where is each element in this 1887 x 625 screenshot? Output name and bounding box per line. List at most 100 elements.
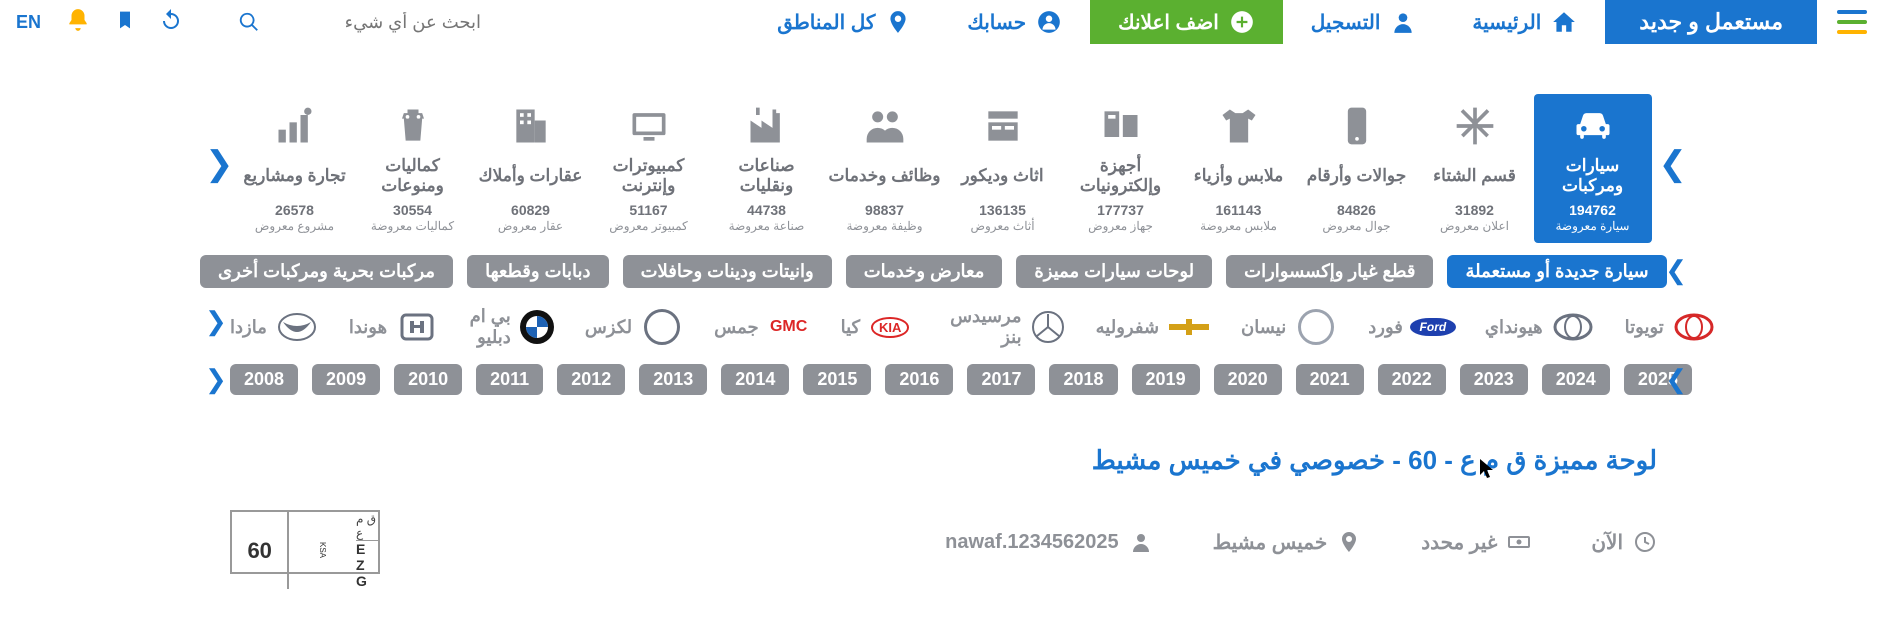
brand-row: ❮ تويوتا هيونداي Fordفورد نيسان شفروليه مرسيد… [0,288,1887,348]
year-pill[interactable]: 2009 [312,364,380,395]
subcat-next-icon[interactable]: ❯ [1665,255,1687,286]
category-title: صناعات ونقليات [710,156,824,196]
category-title: أجهزة وإلكترونيات [1064,156,1178,196]
brand-item[interactable]: Fordفورد [1368,306,1455,348]
brand-item[interactable]: هيونداي [1485,306,1595,348]
year-pill[interactable]: 2010 [394,364,462,395]
brand-item[interactable]: تويوتا [1625,306,1716,348]
year-pill[interactable]: 2016 [885,364,953,395]
category-title: عقارات وأملاك [474,156,588,196]
year-pill[interactable]: 2024 [1542,364,1610,395]
top-navbar: EN مستعمل و جديد الرئيسية التسجيل [0,0,1887,44]
category-accs[interactable]: كماليات ومنوعات 30554 كماليات معروضة [354,94,472,243]
year-pill[interactable]: 2014 [721,364,789,395]
year-pill[interactable]: 2019 [1132,364,1200,395]
subcategory-pill[interactable]: قطع غيار وإكسسوارات [1226,255,1433,288]
year-pill[interactable]: 2017 [967,364,1035,395]
year-pill[interactable]: 2015 [803,364,871,395]
category-unit: كمبيوتر معروض [592,219,706,233]
year-pill[interactable]: 2008 [230,364,298,395]
nav-register[interactable]: التسجيل [1283,0,1445,44]
brand-item[interactable]: بي ام دبليو [469,306,555,348]
brand-logo-icon [1294,312,1338,342]
subcategory-pill[interactable]: دبابات وقطعها [467,255,608,288]
year-pill[interactable]: 2018 [1049,364,1117,395]
nav-post-ad[interactable]: اضف اعلانك [1090,0,1283,44]
brand-name: هوندا [349,317,387,338]
brand-logo-icon [640,312,684,342]
category-elec[interactable]: أجهزة وإلكترونيات 177737 جهاز معروض [1062,94,1180,243]
category-count: 84826 [1300,202,1414,218]
year-pill[interactable]: 2022 [1378,364,1446,395]
carousel-prev-icon[interactable]: ❮ [205,144,234,184]
subcategory-pill[interactable]: وانيتات ودينات وحافلات [623,255,832,288]
brand-name: بي ام دبليو [469,306,511,348]
language-toggle[interactable]: EN [16,12,41,33]
category-unit: صناعة معروضة [710,219,824,233]
subcategory-pill[interactable]: مركبات بحرية ومركبات أخرى [200,255,453,288]
category-winter[interactable]: قسم الشتاء 31892 اعلان معروض [1416,94,1534,243]
year-pill[interactable]: 2013 [639,364,707,395]
brand-item[interactable]: مازدا [230,306,319,348]
year-pill[interactable]: 2021 [1296,364,1364,395]
brand-name: هيونداي [1485,317,1543,338]
year-pill[interactable]: 2011 [476,364,543,395]
category-count: 136135 [946,202,1060,218]
brand-item[interactable]: نيسان [1241,306,1338,348]
category-comp[interactable]: كمبيوترات وإنترنت 51167 كمبيوتر معروض [590,94,708,243]
refresh-icon[interactable] [159,8,183,37]
year-pill[interactable]: 2023 [1460,364,1528,395]
brand-item[interactable]: شفروليه [1096,306,1211,348]
brand-logo-icon [395,312,439,342]
brand-item[interactable]: GMCجمس [714,306,810,348]
plate-english: E Z G [356,541,378,589]
category-count: 177737 [1064,202,1178,218]
year-next-icon[interactable]: ❯ [1665,364,1687,395]
indus-icon [710,102,824,150]
category-biz[interactable]: تجارة ومشاريع 26578 مشروع معروض [236,94,354,243]
clothes-icon [1182,102,1296,150]
brand-prev-icon[interactable]: ❮ [205,306,227,337]
listing-price: غير محدد [1421,530,1531,555]
carousel-next-icon[interactable]: ❯ [1659,144,1688,184]
year-pill[interactable]: 2020 [1214,364,1282,395]
category-indus[interactable]: صناعات ونقليات 44738 صناعة معروضة [708,94,826,243]
brand-item[interactable]: مرسيدس بنز [942,306,1066,348]
brand-item[interactable]: هوندا [349,306,439,348]
category-jobs[interactable]: وظائف وخدمات 98837 وظيفة معروضة [826,94,944,243]
year-pill[interactable]: 2012 [557,364,625,395]
year-prev-icon[interactable]: ❮ [205,364,227,395]
notifications-icon[interactable] [65,7,91,38]
category-phones[interactable]: جوالات وأرقام 84826 جوال معروض [1298,94,1416,243]
menu-icon[interactable] [1817,0,1887,44]
subcategory-pill[interactable]: لوحات سيارات مميزة [1016,255,1212,288]
subcategory-pill[interactable]: معارض وخدمات [846,255,1003,288]
search-icon[interactable] [227,0,271,44]
category-unit: سيارة معروضة [1536,219,1650,233]
category-clothes[interactable]: ملابس وأزياء 161143 ملابس معروضة [1180,94,1298,243]
category-title: قسم الشتاء [1418,156,1532,196]
nav-home[interactable]: الرئيسية [1444,0,1605,44]
site-logo[interactable]: مستعمل و جديد [1605,0,1817,44]
category-furn[interactable]: اثاث وديكور 136135 أثاث معروض [944,94,1062,243]
category-estate[interactable]: عقارات وأملاك 60829 عقار معروض [472,94,590,243]
winter-icon [1418,102,1532,150]
nav-account[interactable]: حسابك [939,0,1090,44]
category-cars[interactable]: سيارات ومركبات 194762 سيارة معروضة [1534,94,1652,243]
brand-logo-icon [519,312,555,342]
nav-home-label: الرئيسية [1472,10,1541,35]
phones-icon [1300,102,1414,150]
nav-regions[interactable]: كل المناطق [749,0,939,44]
subcategory-pill[interactable]: سيارة جديدة أو مستعملة [1447,255,1666,288]
category-count: 161143 [1182,202,1296,218]
listing-user[interactable]: nawaf.1234562025 [945,530,1152,554]
brand-logo-icon: Ford [1411,312,1455,342]
license-plate: 60 ق م ع KSA E Z G [230,510,380,574]
search-input[interactable] [271,2,491,42]
comp-icon [592,102,706,150]
nav-account-label: حسابك [967,10,1026,35]
listing-location: خميس مشيط [1213,530,1362,555]
brand-item[interactable]: KIAكيا [841,306,913,348]
bookmarks-icon[interactable] [115,8,135,37]
brand-item[interactable]: لكزس [585,306,684,348]
